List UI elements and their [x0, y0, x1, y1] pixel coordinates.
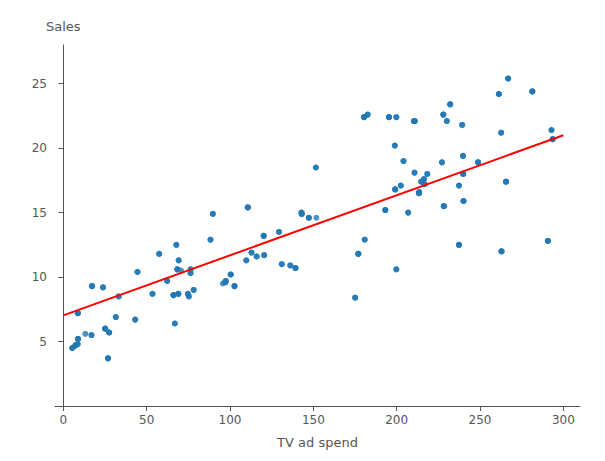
svg-text:TV ad spend: TV ad spend	[276, 435, 358, 450]
svg-text:0: 0	[60, 413, 68, 427]
svg-text:5: 5	[39, 335, 47, 349]
svg-text:50: 50	[139, 413, 154, 427]
svg-text:300: 300	[552, 413, 575, 427]
svg-text:15: 15	[32, 206, 47, 220]
svg-text:10: 10	[32, 270, 47, 284]
svg-text:Sales: Sales	[46, 19, 81, 34]
svg-text:200: 200	[385, 413, 408, 427]
svg-text:250: 250	[469, 413, 492, 427]
svg-text:150: 150	[302, 413, 325, 427]
svg-text:20: 20	[32, 141, 47, 155]
svg-text:25: 25	[32, 77, 47, 91]
svg-text:100: 100	[219, 413, 242, 427]
